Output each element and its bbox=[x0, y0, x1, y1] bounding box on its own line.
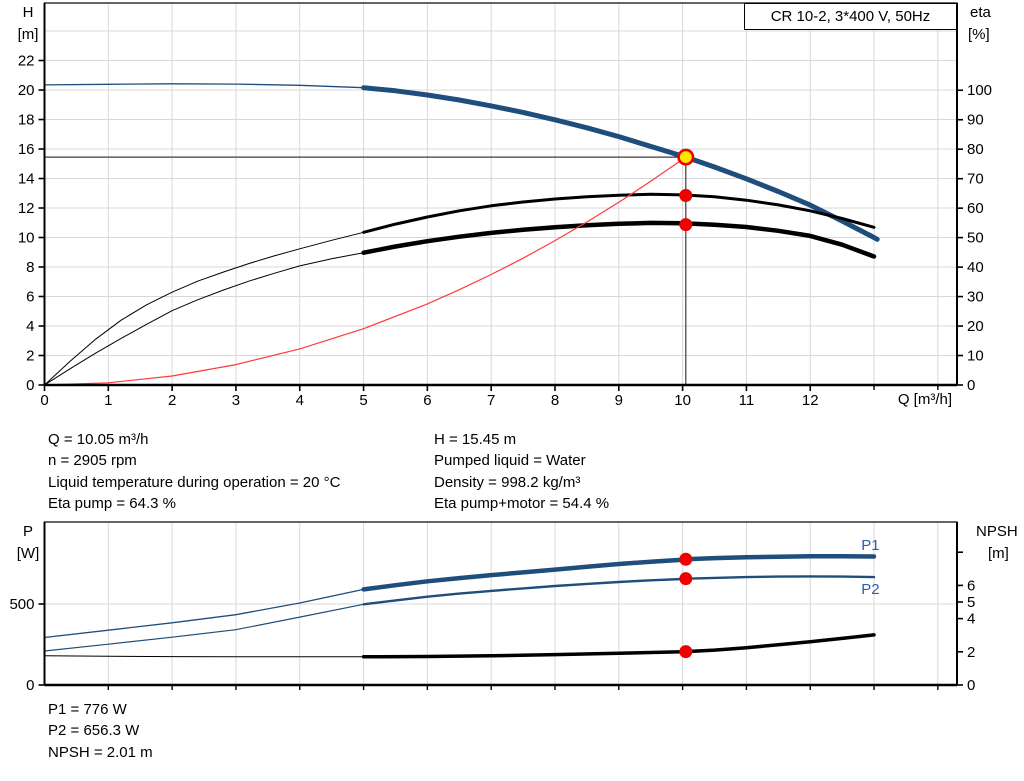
operating-point-dot bbox=[679, 645, 693, 659]
svg-text:12: 12 bbox=[802, 392, 819, 409]
svg-text:500: 500 bbox=[9, 596, 34, 613]
svg-text:7: 7 bbox=[487, 392, 495, 409]
npsh-curve-thin bbox=[44, 655, 365, 658]
eta-pump-value: Eta pump = 64.3 % bbox=[48, 494, 176, 512]
svg-text:0: 0 bbox=[26, 377, 34, 394]
svg-text:4: 4 bbox=[967, 611, 975, 628]
svg-text:60: 60 bbox=[967, 200, 984, 217]
svg-text:10: 10 bbox=[18, 230, 35, 247]
p2-value: P2 = 656.3 W bbox=[48, 722, 140, 740]
svg-text:10: 10 bbox=[967, 348, 984, 365]
head-curve-preferred-range-thin bbox=[43, 83, 365, 89]
svg-text:14: 14 bbox=[18, 171, 35, 188]
svg-text:10: 10 bbox=[674, 392, 691, 409]
eta-axis-unit: [%] bbox=[968, 26, 990, 43]
npsh-axis-unit: [m] bbox=[988, 545, 1009, 562]
operating-point-dot bbox=[679, 188, 693, 202]
svg-text:P2: P2 bbox=[861, 581, 879, 598]
h-axis-unit: [m] bbox=[17, 26, 39, 43]
svg-text:0: 0 bbox=[40, 392, 48, 409]
p1-value: P1 = 776 W bbox=[48, 701, 127, 718]
eta-axis-title: eta bbox=[970, 4, 991, 21]
svg-text:4: 4 bbox=[26, 318, 34, 335]
svg-text:2: 2 bbox=[168, 392, 176, 409]
pump-model-box: CR 10-2, 3*400 V, 50Hz bbox=[744, 3, 957, 30]
operating-data-left: Q = 10.05 m³/h n = 2905 rpm Liquid tempe… bbox=[48, 429, 340, 514]
svg-text:30: 30 bbox=[967, 289, 984, 306]
npsh-axis-title: NPSH bbox=[976, 523, 1018, 540]
eta-pump-thin bbox=[44, 231, 365, 386]
eta-pump-motor-value: Eta pump+motor = 54.4 % bbox=[434, 494, 610, 512]
svg-text:5: 5 bbox=[967, 594, 975, 611]
npsh-value: NPSH = 2.01 m bbox=[48, 743, 153, 761]
q-axis-title: Q [m³/h] bbox=[897, 391, 952, 408]
svg-text:9: 9 bbox=[615, 392, 623, 409]
eta-pump bbox=[362, 192, 876, 234]
head-value: H = 15.45 m bbox=[434, 431, 517, 448]
svg-text:40: 40 bbox=[967, 259, 984, 276]
flow-value: Q = 10.05 m³/h bbox=[48, 431, 149, 448]
svg-text:P1: P1 bbox=[861, 537, 879, 554]
svg-text:90: 90 bbox=[967, 112, 984, 129]
p1-curve-thin bbox=[43, 588, 365, 639]
system-curve bbox=[43, 156, 687, 386]
svg-text:8: 8 bbox=[26, 259, 34, 276]
h-axis-title: H bbox=[22, 4, 34, 21]
liquid-temperature-value: Liquid temperature during operation = 20… bbox=[48, 473, 341, 491]
svg-text:18: 18 bbox=[18, 112, 35, 129]
density-value: Density = 998.2 kg/m³ bbox=[434, 473, 581, 491]
power-npsh-data: P1 = 776 W P2 = 656.3 W NPSH = 2.01 m bbox=[48, 699, 153, 763]
svg-text:5: 5 bbox=[359, 392, 367, 409]
svg-text:70: 70 bbox=[967, 171, 984, 188]
svg-text:6: 6 bbox=[967, 577, 975, 594]
svg-text:12: 12 bbox=[18, 200, 35, 217]
svg-text:8: 8 bbox=[551, 392, 559, 409]
svg-text:0: 0 bbox=[26, 677, 34, 694]
pumped-liquid-value: Pumped liquid = Water bbox=[434, 452, 586, 470]
svg-text:4: 4 bbox=[296, 392, 304, 409]
svg-text:6: 6 bbox=[423, 392, 431, 409]
p2-curve-thin bbox=[43, 603, 365, 652]
operating-point-dot bbox=[679, 552, 693, 566]
operating-data-right: H = 15.45 m Pumped liquid = Water Densit… bbox=[434, 429, 609, 514]
svg-text:6: 6 bbox=[26, 289, 34, 306]
operating-point-dot bbox=[679, 218, 693, 232]
p-axis-unit: [W] bbox=[16, 545, 40, 562]
svg-text:100: 100 bbox=[967, 82, 992, 99]
svg-text:50: 50 bbox=[967, 230, 984, 247]
svg-text:80: 80 bbox=[967, 141, 984, 158]
svg-text:0: 0 bbox=[967, 377, 975, 394]
svg-text:2: 2 bbox=[26, 348, 34, 365]
svg-text:16: 16 bbox=[18, 141, 35, 158]
svg-text:1: 1 bbox=[104, 392, 112, 409]
svg-text:20: 20 bbox=[967, 318, 984, 335]
p1-curve bbox=[361, 554, 877, 592]
svg-text:3: 3 bbox=[232, 392, 240, 409]
eta-pump-motor-thin bbox=[44, 252, 365, 386]
p2-curve bbox=[362, 575, 876, 606]
p-axis-title: P bbox=[22, 523, 33, 540]
duty-point-marker bbox=[677, 148, 695, 166]
svg-text:22: 22 bbox=[18, 53, 35, 70]
operating-point-dot bbox=[679, 572, 693, 586]
svg-text:0: 0 bbox=[967, 677, 975, 694]
svg-text:11: 11 bbox=[739, 392, 755, 409]
eta-pump-motor bbox=[361, 220, 877, 259]
speed-value: n = 2905 rpm bbox=[48, 452, 137, 470]
svg-text:2: 2 bbox=[967, 644, 975, 661]
head-curve bbox=[361, 85, 880, 242]
svg-text:20: 20 bbox=[18, 82, 35, 99]
